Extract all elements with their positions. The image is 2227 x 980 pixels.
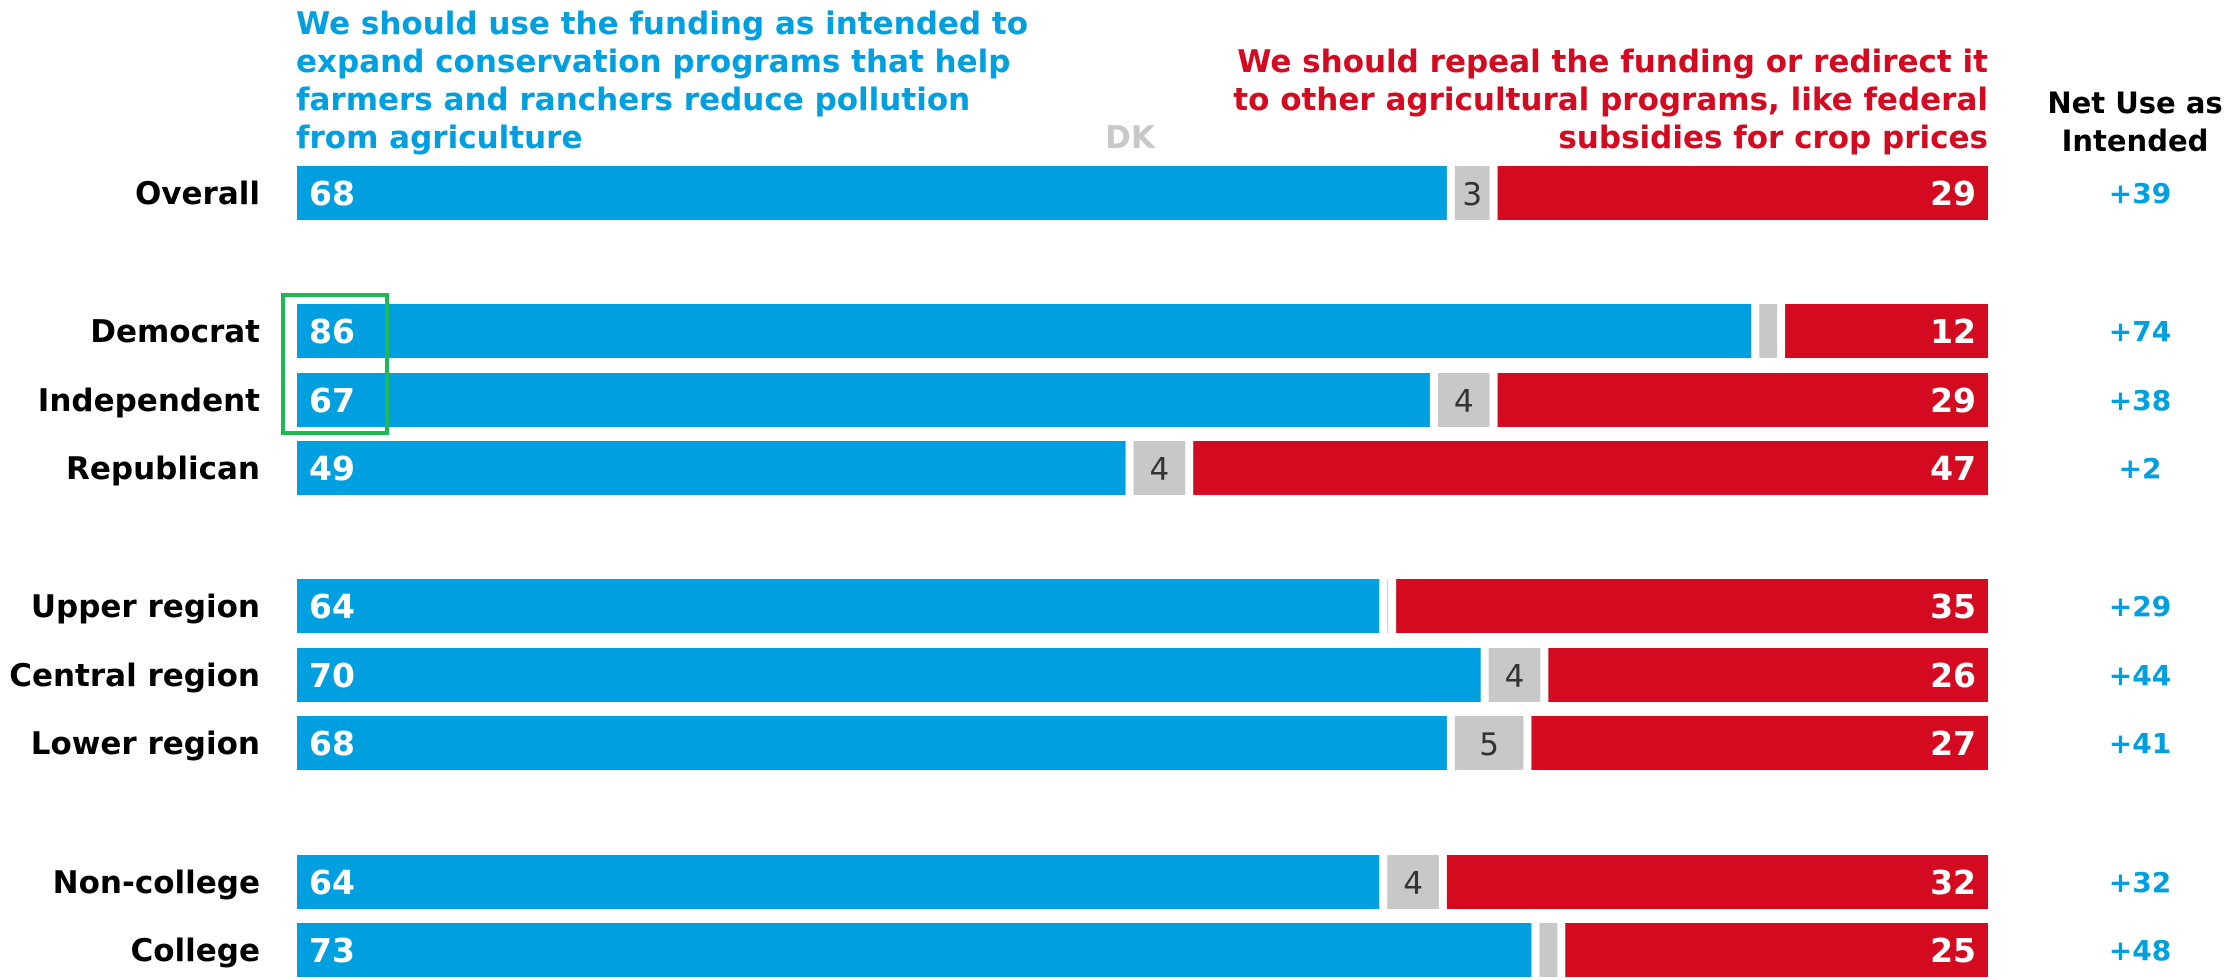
bar-use-democrat: [297, 304, 1752, 358]
bar-repeal-republican: [1193, 441, 1988, 495]
net-value-non-college: +32: [2109, 866, 2171, 899]
bar-use-independent: [297, 373, 1430, 427]
bar-repeal-central-region: [1548, 648, 1988, 702]
net-value-democrat: +74: [2109, 315, 2171, 348]
bar-use-upper-region: [297, 579, 1380, 633]
header-net-use-as-intended: Net Use as Intended: [2047, 86, 2223, 158]
bar-dk-republican: [1133, 441, 1186, 495]
data-label-dk-non-college: 4: [1403, 866, 1423, 902]
category-label-central-region: Central region: [9, 658, 260, 694]
highlight-box: [281, 293, 389, 435]
category-label-upper-region: Upper region: [31, 589, 260, 625]
data-label-dk-independent: 4: [1454, 384, 1474, 420]
category-label-lower-region: Lower region: [31, 726, 260, 762]
data-label-use-upper-region: 64: [309, 587, 355, 626]
bar-dk-college: [1539, 923, 1558, 977]
net-value-central-region: +44: [2109, 659, 2171, 692]
bar-use-central-region: [297, 648, 1481, 702]
data-label-dk-overall: 3: [1462, 177, 1482, 213]
net-value-overall: +39: [2109, 177, 2171, 210]
data-label-use-republican: 49: [309, 449, 355, 488]
data-label-repeal-overall: 29: [1930, 174, 1976, 213]
data-label-repeal-college: 25: [1930, 931, 1976, 970]
category-label-college: College: [130, 933, 260, 969]
category-label-overall: Overall: [135, 176, 260, 212]
bar-repeal-lower-region: [1531, 716, 1988, 770]
bar-repeal-college: [1565, 923, 1988, 977]
category-label-non-college: Non-college: [53, 865, 260, 901]
data-label-repeal-independent: 29: [1930, 381, 1976, 420]
header-use-as-intended: We should use the funding as intended to…: [296, 6, 1029, 156]
data-label-repeal-central-region: 26: [1930, 656, 1976, 695]
data-label-use-independent: 67: [309, 381, 355, 420]
bar-dk-non-college: [1387, 855, 1439, 909]
data-label-repeal-upper-region: 35: [1930, 587, 1976, 626]
bar-dk-democrat: [1759, 304, 1778, 358]
bar-use-republican: [297, 441, 1126, 495]
bar-repeal-upper-region: [1396, 579, 1988, 633]
bar-repeal-democrat: [1785, 304, 1988, 358]
bar-use-college: [297, 923, 1532, 977]
data-label-dk-republican: 4: [1150, 452, 1170, 488]
net-value-upper-region: +29: [2109, 590, 2171, 623]
bar-dk-central-region: [1488, 648, 1541, 702]
data-label-repeal-democrat: 12: [1930, 312, 1976, 351]
bar-use-overall: [297, 166, 1447, 220]
data-label-repeal-lower-region: 27: [1930, 724, 1976, 763]
net-value-college: +48: [2109, 934, 2171, 967]
category-label-republican: Republican: [66, 451, 260, 487]
data-label-repeal-republican: 47: [1930, 449, 1976, 488]
data-label-use-college: 73: [309, 931, 355, 970]
data-label-dk-lower-region: 5: [1479, 727, 1499, 763]
category-label-independent: Independent: [38, 383, 260, 419]
bar-dk-upper-region: [1387, 579, 1389, 633]
header-dk: DK: [1105, 120, 1155, 156]
data-label-use-central-region: 70: [309, 656, 355, 695]
bar-use-lower-region: [297, 716, 1447, 770]
net-value-independent: +38: [2109, 384, 2171, 417]
data-label-use-lower-region: 68: [309, 724, 355, 763]
data-label-use-overall: 68: [309, 174, 355, 213]
header-repeal-or-redirect: We should repeal the funding or redirect…: [1233, 44, 1988, 156]
data-label-use-non-college: 64: [309, 863, 355, 902]
data-label-repeal-non-college: 32: [1930, 863, 1976, 902]
bar-repeal-independent: [1497, 373, 1988, 427]
bar-dk-lower-region: [1454, 716, 1524, 770]
bar-repeal-overall: [1497, 166, 1988, 220]
bar-dk-independent: [1437, 373, 1490, 427]
data-label-use-democrat: 86: [309, 312, 355, 351]
bar-dk-overall: [1454, 166, 1490, 220]
data-label-dk-central-region: 4: [1505, 659, 1525, 695]
bar-repeal-non-college: [1446, 855, 1988, 909]
net-value-republican: +2: [2119, 452, 2162, 485]
net-value-lower-region: +41: [2109, 727, 2171, 760]
bar-use-non-college: [297, 855, 1380, 909]
category-label-democrat: Democrat: [90, 314, 260, 350]
